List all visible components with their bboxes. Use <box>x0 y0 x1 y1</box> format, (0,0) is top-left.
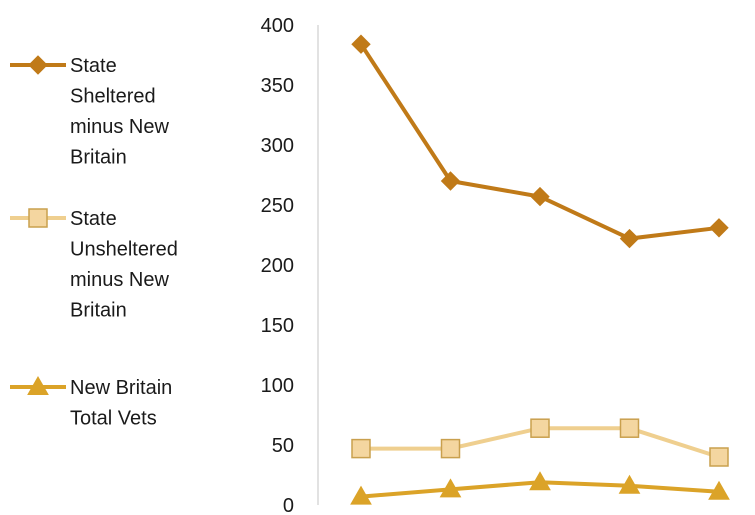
data-point <box>439 478 462 498</box>
y-tick-label: 250 <box>261 195 294 217</box>
legend-label: State <box>70 55 117 77</box>
legend-label: Britain <box>70 147 127 169</box>
data-point <box>619 418 640 438</box>
y-tick-label: 300 <box>261 135 294 157</box>
legend-marker <box>28 208 48 228</box>
data-point <box>440 438 461 459</box>
data-point <box>709 447 729 467</box>
series-1 <box>351 34 729 249</box>
data-point <box>440 171 461 191</box>
y-tick-label: 400 <box>261 15 294 37</box>
legend-label: New Britain <box>70 377 172 399</box>
legend-label: Britain <box>70 300 127 322</box>
y-tick-label: 100 <box>261 375 294 397</box>
y-tick-label: 0 <box>283 495 294 515</box>
data-point <box>619 228 640 249</box>
legend-marker <box>27 375 49 395</box>
y-axis: 0 50 100 150 200 250 300 350 400 <box>261 15 319 515</box>
legend-item-3: New Britain Total Vets <box>10 375 172 430</box>
y-tick-label: 50 <box>272 435 294 457</box>
data-point <box>351 438 371 459</box>
data-point <box>350 485 372 505</box>
series-3 <box>350 471 730 505</box>
data-point <box>530 186 550 207</box>
series-line <box>359 42 721 241</box>
legend-label: minus New <box>70 269 169 291</box>
legend-label: minus New <box>70 116 169 138</box>
legend-label: State <box>70 208 117 230</box>
series-2 <box>351 418 729 467</box>
data-point <box>618 474 641 494</box>
legend-item-1: State Sheltered minus New Britain <box>10 55 169 169</box>
data-point <box>708 480 730 500</box>
legend-label: Unsheltered <box>70 239 178 261</box>
data-point <box>709 218 729 238</box>
legend: State Sheltered minus New Britain State Unshe… <box>10 55 178 430</box>
plot-area <box>350 34 730 505</box>
legend-item-2: State Unsheltered minus New Britain <box>10 208 178 322</box>
y-tick-label: 200 <box>261 255 294 277</box>
y-tick-label: 150 <box>261 315 294 337</box>
legend-label: Sheltered <box>70 86 156 108</box>
legend-label: Total Vets <box>70 408 157 430</box>
data-point <box>529 471 551 491</box>
data-point <box>530 418 550 438</box>
y-tick-label: 350 <box>261 75 294 97</box>
legend-marker <box>28 55 48 75</box>
data-point <box>351 34 371 54</box>
